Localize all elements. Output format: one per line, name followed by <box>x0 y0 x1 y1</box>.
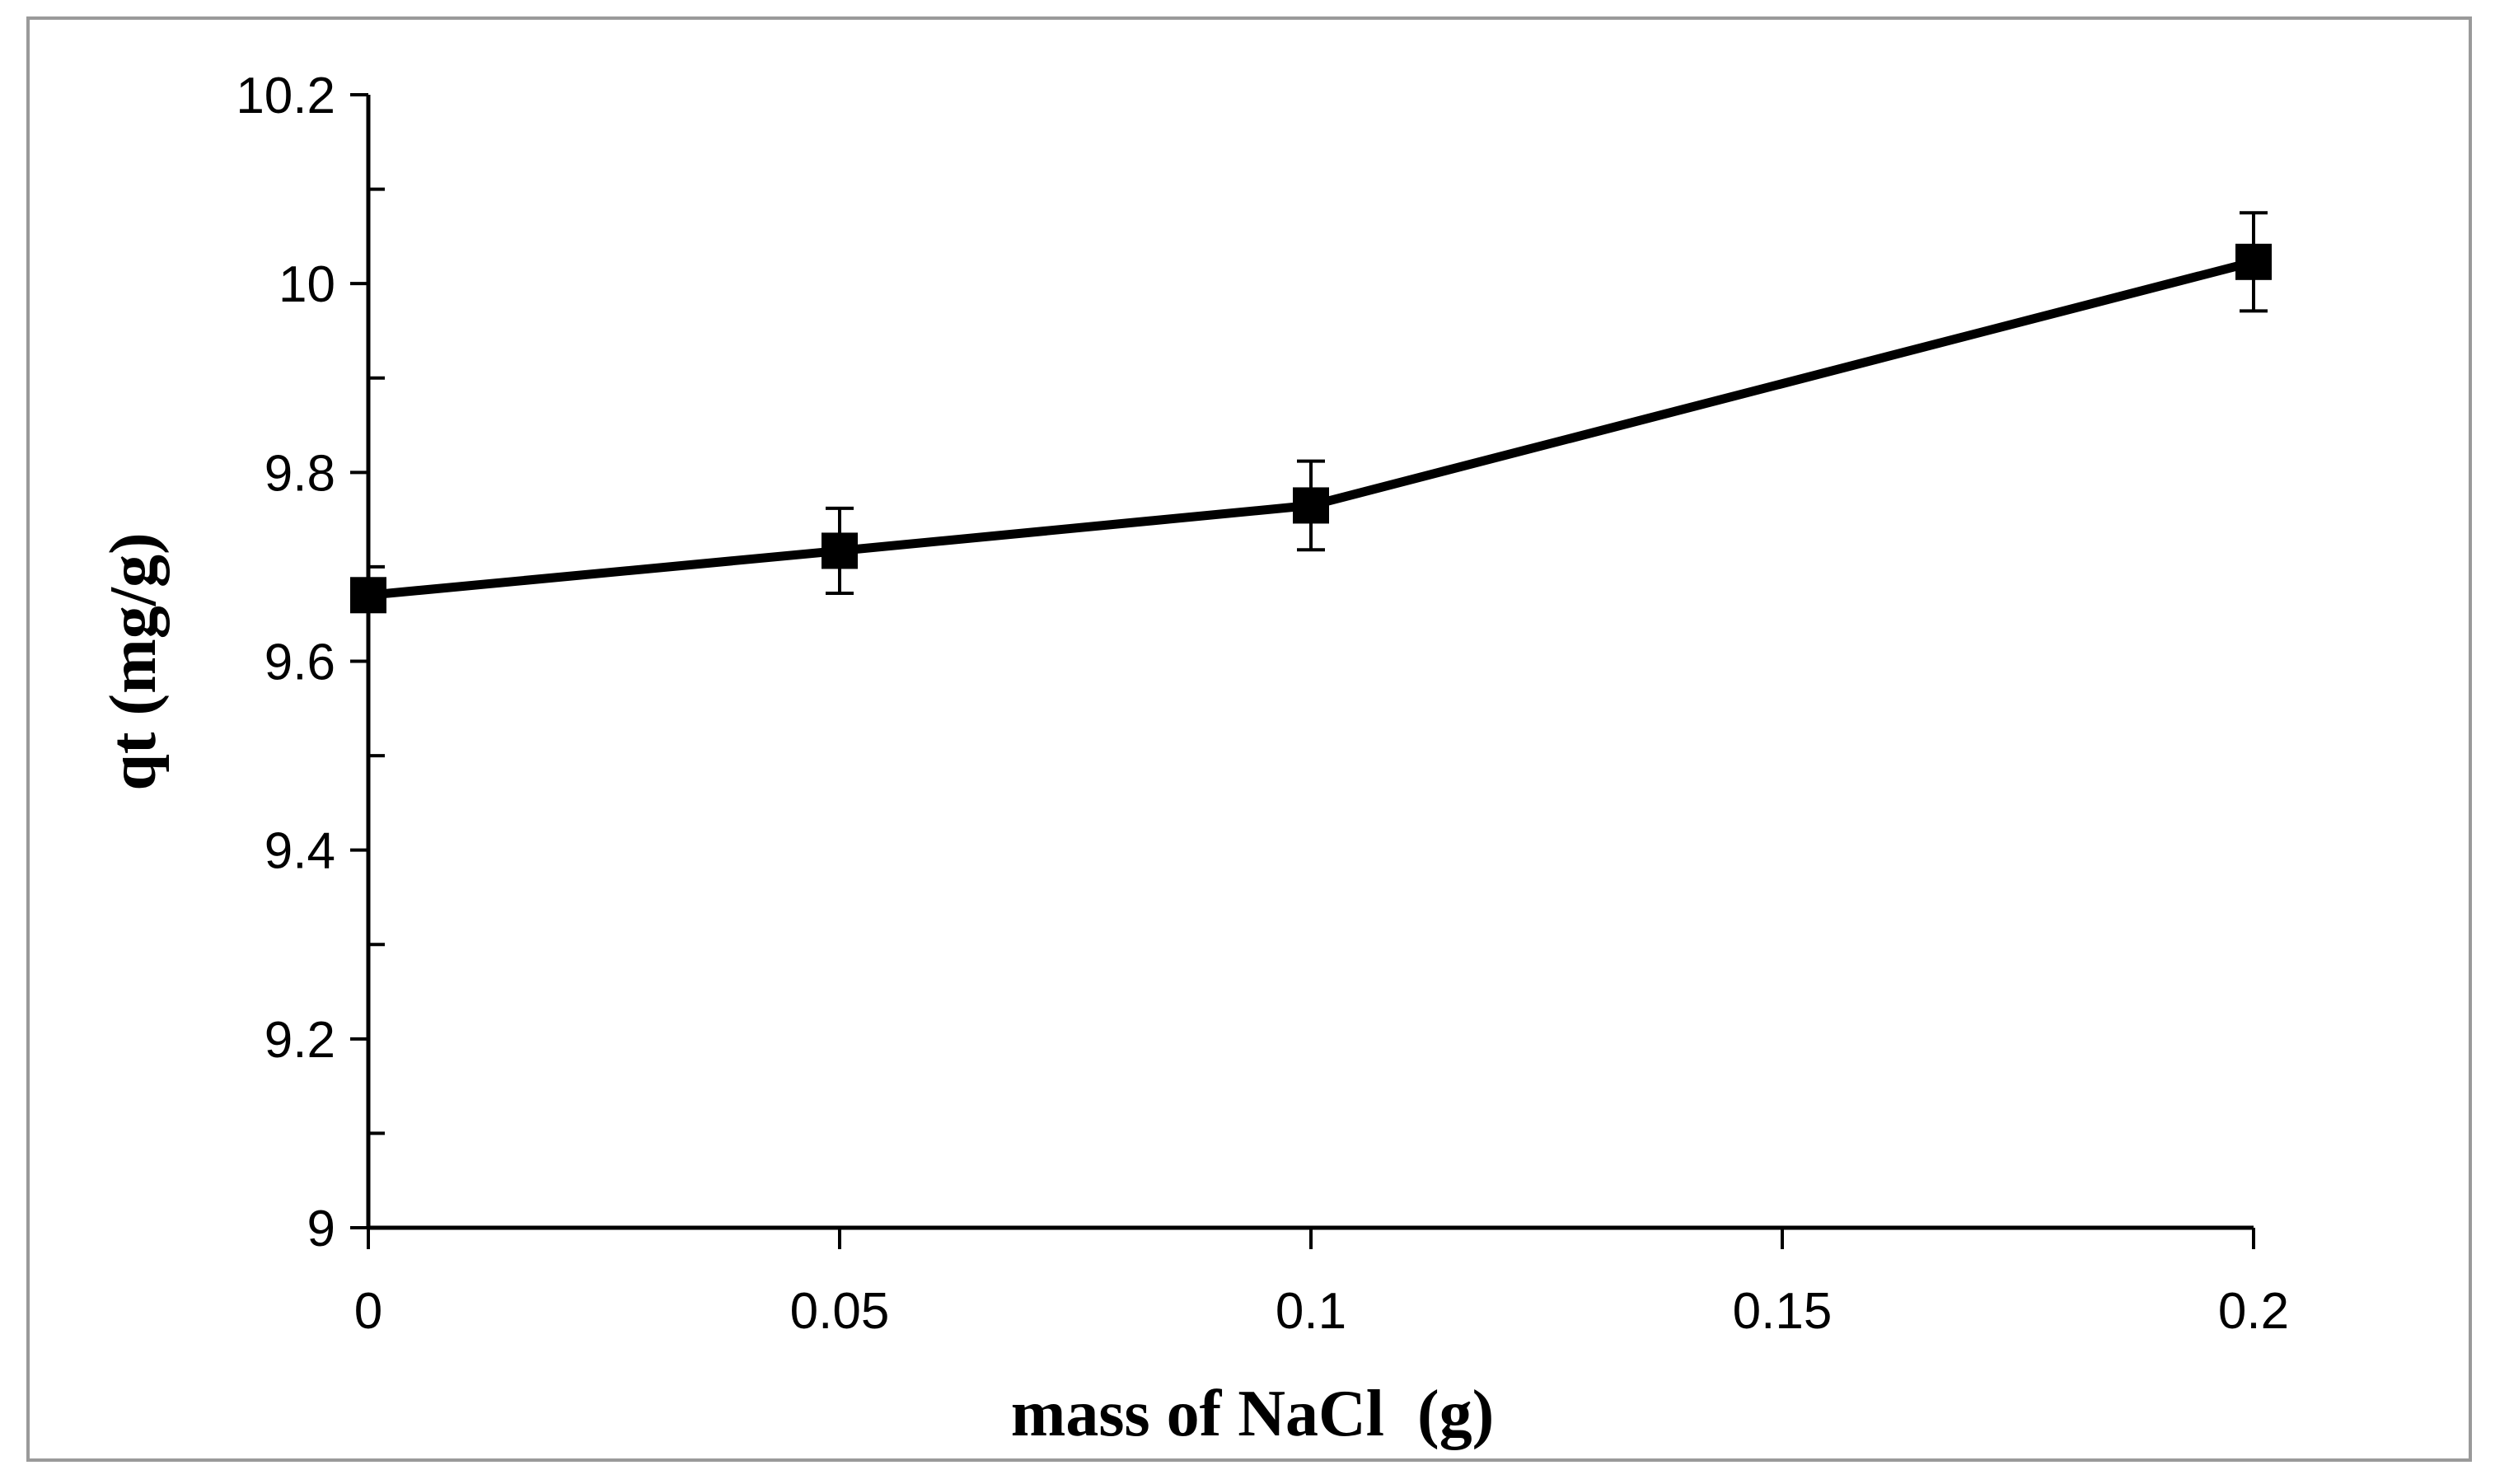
data-point-square <box>2235 243 2272 280</box>
x-tick-label: 0.1 <box>1276 1283 1346 1340</box>
y-axis-title: qt (mg/g) <box>97 532 170 790</box>
data-point-square <box>822 532 858 569</box>
x-tick-label: 0.15 <box>1733 1283 1833 1340</box>
data-point-square <box>350 577 386 614</box>
x-tick-label: 0 <box>354 1283 382 1340</box>
x-axis-title: mass of NaCl (g) <box>1011 1378 1495 1450</box>
y-tick-label: 9.6 <box>264 634 335 691</box>
chart-frame <box>26 16 2472 1462</box>
x-tick-label: 0.2 <box>2218 1283 2289 1340</box>
y-tick-label: 10 <box>279 256 335 313</box>
y-tick-label: 9.8 <box>264 445 335 502</box>
series-line <box>367 257 2255 600</box>
x-tick-label: 0.05 <box>790 1283 890 1340</box>
plot-area <box>350 211 2272 614</box>
y-tick-label: 10.2 <box>236 68 335 124</box>
y-tick-label: 9.2 <box>264 1012 335 1069</box>
data-point-square <box>1293 487 1329 524</box>
axes: 9 9.2 9.4 9.6 9.8 10 10.2 0 0.05 0.1 0.15 0.2 <box>236 68 2289 1340</box>
y-tick-label: 9.4 <box>264 823 335 880</box>
y-tick-label: 9 <box>307 1201 335 1257</box>
